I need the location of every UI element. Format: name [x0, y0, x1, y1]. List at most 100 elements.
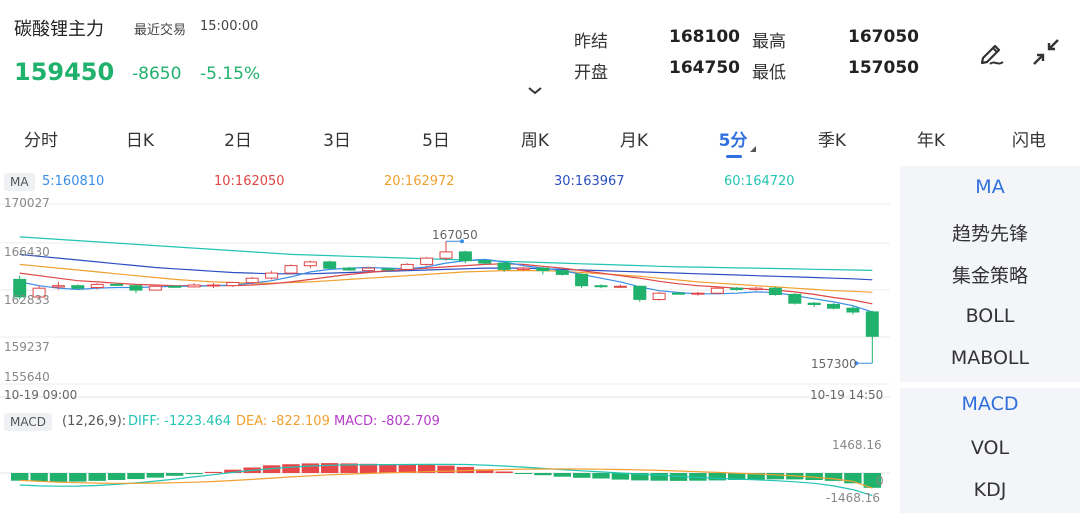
low-value: 157050 [848, 58, 919, 78]
price-tick-label: 170027 [4, 196, 50, 210]
ma5-value: 5:160810 [42, 174, 105, 189]
candle-down [827, 303, 840, 309]
price-tick-label: 162833 [4, 293, 50, 307]
macd-bar [553, 473, 571, 477]
tab-5-min[interactable]: 5分 [718, 131, 748, 151]
price-tick-label: 166430 [4, 245, 50, 259]
macd-bar [204, 471, 223, 473]
candle-up [32, 287, 46, 298]
tab-fenshi[interactable]: 分时 [24, 131, 58, 151]
candle-down [807, 302, 821, 306]
prev-settle-label: 昨结 [574, 32, 608, 52]
indicator-vol[interactable]: VOL [970, 437, 1010, 459]
time-axis-end: 10-19 14:50 [810, 388, 884, 402]
tab-flash[interactable]: 闪电 [1012, 131, 1046, 151]
dea-line [19, 468, 873, 489]
candle-up [749, 287, 763, 291]
candle-up [362, 267, 375, 272]
last-trade-label: 最近交易 [134, 23, 187, 38]
macd-bar [224, 469, 242, 473]
macd-bar [127, 473, 145, 480]
tab-week-k[interactable]: 周K [520, 131, 550, 151]
indicator-strategy[interactable]: 集金策略 [951, 265, 1028, 287]
macd-bar [824, 473, 843, 481]
candle-down [846, 307, 860, 313]
macd-bar [456, 466, 475, 473]
candle-up [245, 277, 259, 284]
candle-up [613, 285, 627, 288]
open-label: 开盘 [574, 63, 608, 83]
ma10-value: 10:162050 [214, 174, 285, 189]
tab-2-day[interactable]: 2日 [224, 131, 252, 151]
macd-bar [631, 473, 649, 481]
indicator-boll[interactable]: BOLL [965, 305, 1015, 327]
macd-bar [146, 473, 164, 478]
kline-chart[interactable] [0, 0, 900, 513]
diff-line [19, 463, 873, 497]
candle-down [594, 285, 608, 288]
macd-bar [301, 463, 320, 473]
tab-month-k[interactable]: 月K [619, 131, 649, 151]
candle-down [788, 293, 802, 304]
pen-icon[interactable] [976, 36, 1008, 68]
active-tab-indicator [726, 155, 742, 158]
ma-badge[interactable]: MA [4, 173, 35, 191]
prev-settle-value: 168100 [669, 27, 740, 47]
macd-bar [359, 463, 378, 473]
ma30-line [19, 253, 873, 281]
macd-bar [534, 473, 552, 476]
macd-zero-label: 0 [876, 474, 884, 488]
indicator-macd[interactable]: MACD [961, 393, 1019, 415]
indicator-kdj[interactable]: KDJ [973, 479, 1007, 501]
macd-badge[interactable]: MACD [4, 413, 52, 431]
macd-bar [166, 473, 184, 476]
high-annotation: 167050 [432, 228, 478, 242]
macd-bar [398, 464, 416, 473]
macd-bar [30, 473, 48, 482]
candle-up [187, 284, 201, 288]
chevron-down-icon[interactable] [527, 86, 543, 96]
macd-bar [766, 473, 785, 480]
high-marker-dot [460, 239, 464, 244]
macd-bar [69, 473, 87, 482]
price-change-pct: -5.15% [200, 64, 261, 84]
indicator-ma[interactable]: MA [975, 176, 1005, 198]
ma20-line [19, 263, 873, 293]
ma30-value: 30:163967 [554, 174, 625, 189]
period-dropdown-caret-icon[interactable] [750, 146, 756, 152]
sidebar-divider [900, 382, 1080, 388]
macd-bar [805, 473, 823, 480]
candle-down [497, 262, 511, 270]
low-annotation: 157300 [811, 357, 857, 371]
indicator-maboll[interactable]: MABOLL [950, 347, 1030, 369]
tab-5-day[interactable]: 5日 [422, 131, 450, 151]
candle-up [265, 272, 279, 279]
candle-down [555, 270, 569, 275]
macd-bar [611, 473, 630, 480]
macd-bar [282, 464, 300, 473]
macd-bar [514, 473, 533, 474]
macd-bar [863, 473, 881, 488]
candle-up [400, 263, 414, 270]
macd-macd-value: MACD: -802.709 [334, 414, 440, 429]
candle-down [323, 261, 337, 269]
candle-down [575, 273, 589, 287]
tab-year-k[interactable]: 年K [916, 131, 946, 151]
tab-season-k[interactable]: 季K [817, 131, 847, 151]
indicator-trend[interactable]: 趋势先锋 [951, 223, 1028, 245]
candle-up [517, 267, 530, 270]
candle-up [148, 285, 162, 291]
tab-3-day[interactable]: 3日 [323, 131, 351, 151]
last-trade-time: 15:00:00 [200, 19, 259, 34]
collapse-icon[interactable] [1030, 36, 1062, 68]
macd-params: (12,26,9): [62, 414, 127, 429]
macd-bar [592, 473, 610, 479]
ma20-value: 20:162972 [384, 174, 455, 189]
tab-day-k[interactable]: 日K [125, 131, 155, 151]
high-label: 最高 [752, 32, 786, 52]
low-label: 最低 [752, 63, 786, 83]
macd-bottom-label: -1468.16 [826, 491, 880, 505]
instrument-name: 碳酸锂主力 [14, 19, 104, 40]
candle-up [90, 283, 104, 288]
candle-up [226, 282, 240, 287]
